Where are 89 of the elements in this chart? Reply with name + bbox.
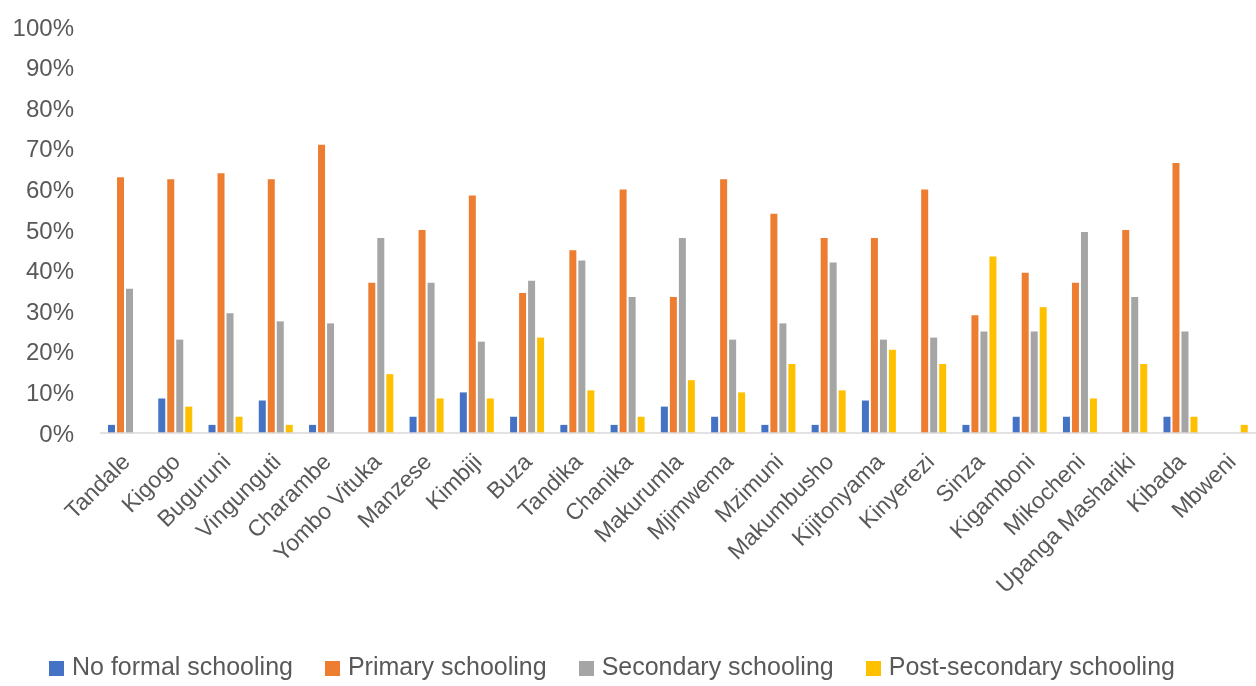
bar bbox=[1080, 232, 1088, 433]
bar bbox=[510, 416, 518, 433]
legend-label: Post-secondary schooling bbox=[888, 652, 1175, 680]
bar bbox=[1021, 272, 1029, 433]
bar bbox=[519, 292, 527, 433]
bar bbox=[327, 323, 335, 433]
bar bbox=[1071, 282, 1079, 433]
bar bbox=[528, 280, 536, 433]
bar bbox=[637, 416, 645, 433]
bar bbox=[537, 337, 545, 433]
bar bbox=[669, 296, 677, 433]
legend-label: Secondary schooling bbox=[601, 652, 834, 680]
bar bbox=[1062, 416, 1070, 433]
bar bbox=[1030, 331, 1038, 433]
y-tick-label: 30% bbox=[25, 297, 74, 325]
bar bbox=[989, 256, 997, 433]
legend-label: No formal schooling bbox=[72, 652, 293, 680]
bar bbox=[318, 144, 326, 433]
bar bbox=[276, 321, 284, 433]
bar bbox=[1089, 398, 1097, 433]
bar bbox=[1131, 296, 1139, 433]
bar bbox=[167, 179, 175, 433]
bar bbox=[820, 238, 828, 433]
bar bbox=[477, 341, 485, 433]
bar bbox=[628, 296, 636, 433]
bar bbox=[879, 339, 887, 433]
bar bbox=[368, 282, 376, 433]
bar bbox=[861, 400, 869, 433]
y-tick-label: 20% bbox=[25, 338, 74, 366]
bar bbox=[711, 416, 719, 433]
bar bbox=[738, 392, 746, 433]
bar bbox=[921, 189, 929, 433]
bar bbox=[1012, 416, 1020, 433]
bar bbox=[427, 282, 435, 433]
bar bbox=[687, 380, 695, 433]
bar bbox=[267, 179, 275, 433]
bar bbox=[729, 339, 737, 433]
legend-label: Primary schooling bbox=[347, 652, 547, 680]
bar bbox=[436, 398, 444, 433]
bar bbox=[418, 230, 426, 433]
bar bbox=[720, 179, 728, 433]
bar bbox=[939, 363, 947, 433]
y-tick-label: 50% bbox=[25, 216, 74, 244]
bar bbox=[409, 416, 417, 433]
bar bbox=[386, 374, 394, 433]
bar bbox=[217, 173, 225, 433]
bar bbox=[486, 398, 494, 433]
bar bbox=[158, 398, 166, 433]
bar bbox=[829, 262, 837, 433]
bar bbox=[838, 390, 846, 433]
bar bbox=[888, 349, 896, 433]
bar bbox=[930, 337, 938, 433]
bar bbox=[569, 250, 577, 433]
bar bbox=[468, 195, 476, 433]
bar bbox=[459, 392, 467, 433]
y-tick-label: 80% bbox=[25, 94, 74, 122]
y-tick-label: 100% bbox=[12, 13, 74, 41]
bar bbox=[770, 213, 778, 433]
bar bbox=[1039, 307, 1047, 433]
y-tick-label: 40% bbox=[25, 257, 74, 285]
bar bbox=[980, 331, 988, 433]
bar bbox=[779, 323, 787, 433]
bar bbox=[619, 189, 627, 433]
bar bbox=[587, 390, 595, 433]
y-tick-label: 60% bbox=[25, 175, 74, 203]
bar bbox=[377, 238, 385, 433]
bar bbox=[788, 363, 796, 433]
y-tick-label: 90% bbox=[25, 54, 74, 82]
bar bbox=[176, 339, 184, 433]
bar bbox=[971, 315, 979, 433]
bar bbox=[126, 288, 133, 433]
bar bbox=[660, 406, 668, 433]
bar bbox=[678, 238, 686, 433]
bar bbox=[226, 313, 234, 433]
y-tick-label: 10% bbox=[25, 378, 74, 406]
y-tick-label: 70% bbox=[25, 135, 74, 163]
bar bbox=[1190, 416, 1198, 433]
bar bbox=[870, 238, 878, 433]
bar bbox=[1163, 416, 1171, 433]
bar bbox=[258, 400, 266, 433]
bar bbox=[1140, 363, 1148, 433]
y-tick-label: 0% bbox=[39, 419, 74, 447]
bar bbox=[1181, 331, 1189, 433]
bar bbox=[578, 260, 586, 433]
bar bbox=[1122, 230, 1130, 433]
bar bbox=[185, 406, 193, 433]
bar bbox=[235, 416, 243, 433]
bar bbox=[1172, 163, 1180, 433]
bar bbox=[117, 177, 124, 433]
